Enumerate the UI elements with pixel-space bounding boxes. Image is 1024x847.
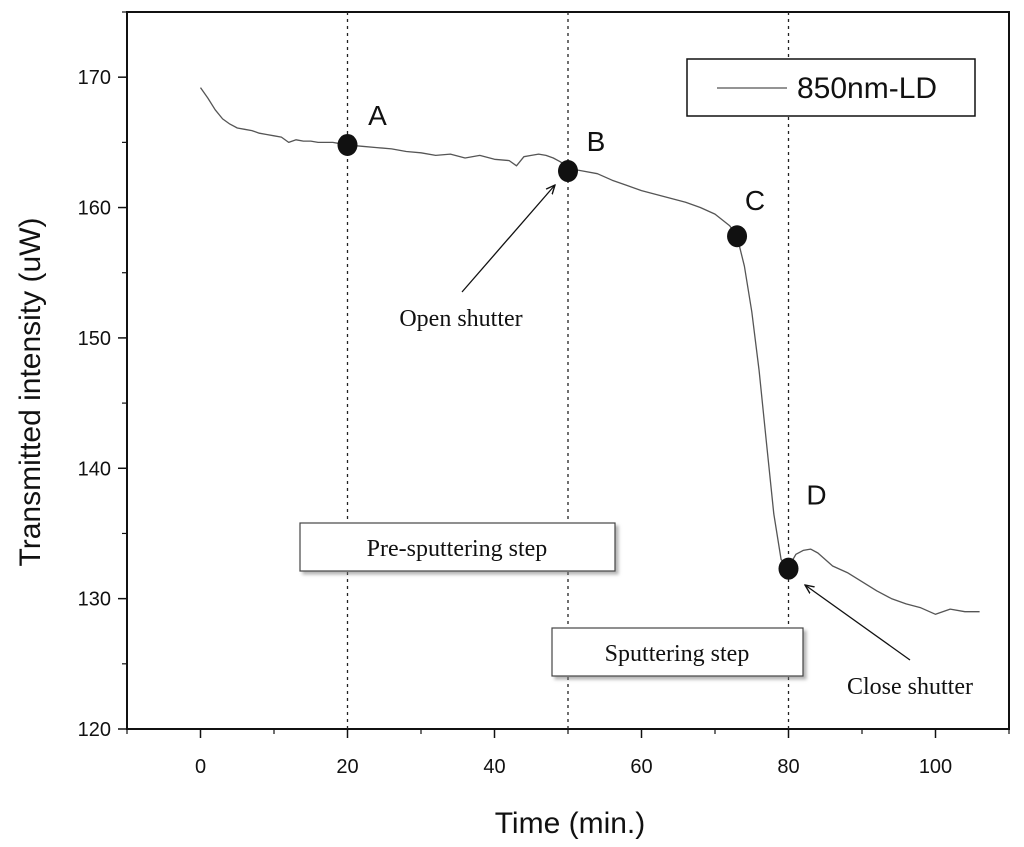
- sputtering-box: Sputtering step: [551, 627, 804, 677]
- x-tick-label: 40: [483, 756, 505, 778]
- marker-point-a: [337, 133, 358, 156]
- y-tick-label: 130: [78, 589, 111, 611]
- y-tick-label: 160: [78, 198, 111, 220]
- y-tick-label: 170: [78, 67, 111, 89]
- series-line: [199, 87, 980, 615]
- x-axis-title: Time (min.): [495, 807, 646, 840]
- marker-point-b: [558, 160, 578, 183]
- pre-sputtering-label: Pre-sputtering step: [367, 536, 548, 562]
- pre-sputtering-box: Pre-sputtering step: [299, 522, 616, 572]
- open-shutter-label: Open shutter: [399, 306, 522, 332]
- x-tick-label: 20: [336, 756, 358, 778]
- open-shutter-arrow: [461, 185, 555, 293]
- x-tick-label: 60: [630, 756, 652, 778]
- marker-label-d: D: [806, 480, 826, 511]
- y-tick-label: 120: [78, 719, 111, 741]
- x-tick-label: 0: [195, 756, 206, 778]
- y-tick-label: 150: [78, 328, 111, 350]
- sputtering-label: Sputtering step: [605, 641, 750, 667]
- legend: 850nm-LD: [686, 58, 976, 117]
- close-shutter-arrow: [805, 585, 911, 661]
- marker-label-b: B: [587, 126, 606, 157]
- legend-label: 850nm-LD: [797, 72, 937, 105]
- marker-label-a: A: [368, 100, 387, 131]
- x-tick-label: 100: [919, 756, 952, 778]
- marker-label-c: C: [745, 185, 765, 216]
- marker-point-c: [727, 225, 748, 248]
- marker-point-d: [778, 557, 799, 580]
- y-tick-label: 140: [78, 458, 111, 480]
- x-tick-label: 80: [777, 756, 799, 778]
- y-axis-title: Transmitted intensity (uW): [14, 218, 47, 567]
- close-shutter-label: Close shutter: [847, 674, 973, 700]
